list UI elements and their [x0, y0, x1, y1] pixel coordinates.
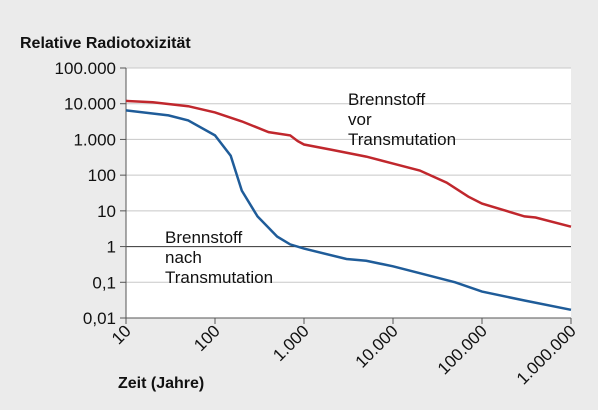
y-tick-label: 100: [88, 166, 116, 185]
x-tick-label: 100.000: [434, 321, 491, 378]
series-line: [125, 99, 572, 228]
x-axis-label: Zeit (Jahre): [118, 375, 204, 392]
y-tick-label: 1.000: [73, 130, 116, 149]
y-tick-label: 10.000: [64, 95, 116, 114]
x-tick-label: 10.000: [352, 321, 402, 371]
y-tick-label: 1: [107, 238, 116, 257]
series-line: [125, 109, 572, 312]
annotation: Brennstoff: [165, 228, 242, 247]
x-tick-label: 1.000.000: [513, 321, 580, 388]
annotation: Transmutation: [165, 268, 273, 287]
y-tick-label: 0,01: [83, 309, 116, 328]
annotation: vor: [348, 110, 372, 129]
x-tick-label: 100: [190, 321, 223, 354]
y-tick-label: 100.000: [55, 59, 116, 78]
y-tick-label: 10: [97, 202, 116, 221]
annotation: Brennstoff: [348, 90, 425, 109]
chart-title: Relative Radiotoxizität: [20, 35, 191, 52]
y-tick-label: 0,1: [92, 273, 116, 292]
annotation: Transmutation: [348, 130, 456, 149]
x-tick-label: 1.000: [269, 321, 313, 365]
annotation: nach: [165, 248, 202, 267]
